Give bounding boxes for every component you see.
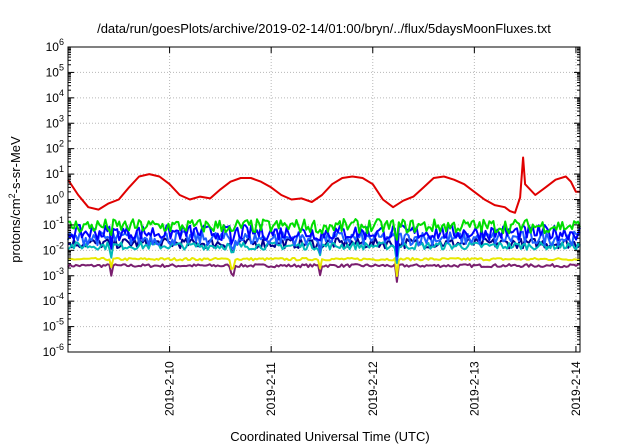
y-tick-label: 106	[46, 37, 64, 54]
y-axis-label-suffix: -s-sr-MeV	[8, 136, 23, 193]
y-tick-label: 10-3	[43, 266, 64, 283]
y-tick-label: 104	[46, 88, 64, 105]
data-series	[67, 156, 581, 283]
y-tick-label: 10-6	[43, 342, 64, 359]
x-tick-label: 2019-2-11	[264, 362, 278, 416]
y-axis-label-prefix: protons/cm	[8, 198, 23, 262]
grid-lines	[68, 47, 580, 352]
series-line	[67, 156, 580, 214]
y-tick-label: 101	[46, 164, 64, 181]
y-axis-ticks: 10-6 10-5 10-4 10-3 10-2 10-1 100 101 102 103 104 1…	[43, 37, 580, 359]
y-tick-label: 10-4	[43, 291, 64, 308]
y-axis-label: protons/cm2-s-sr-MeV	[7, 136, 23, 263]
y-axis-label-superscript: 2	[7, 193, 17, 198]
y-tick-label: 10-1	[43, 215, 64, 232]
y-tick-label: 105	[46, 62, 64, 79]
series-line	[67, 256, 581, 277]
y-tick-label: 103	[46, 113, 64, 130]
x-tick-label: 2019-2-12	[366, 361, 380, 416]
x-tick-label: 2019-2-14	[569, 361, 583, 416]
y-tick-label: 100	[46, 190, 64, 207]
series-line	[67, 223, 581, 257]
series-line	[67, 263, 581, 283]
x-axis-label: Coordinated Universal Time (UTC)	[230, 429, 429, 444]
chart-title: /data/run/goesPlots/archive/2019-02-14/0…	[97, 21, 551, 36]
x-tick-label: 2019-2-13	[467, 361, 481, 416]
y-tick-label: 102	[46, 139, 64, 156]
y-tick-label: 10-2	[43, 240, 64, 257]
y-tick-label: 10-5	[43, 317, 64, 334]
x-tick-label: 2019-2-10	[163, 361, 177, 416]
series-line	[67, 218, 581, 241]
x-axis-ticks: 2019-2-10 2019-2-11 2019-2-12 2019-2-13 2019…	[163, 47, 583, 416]
